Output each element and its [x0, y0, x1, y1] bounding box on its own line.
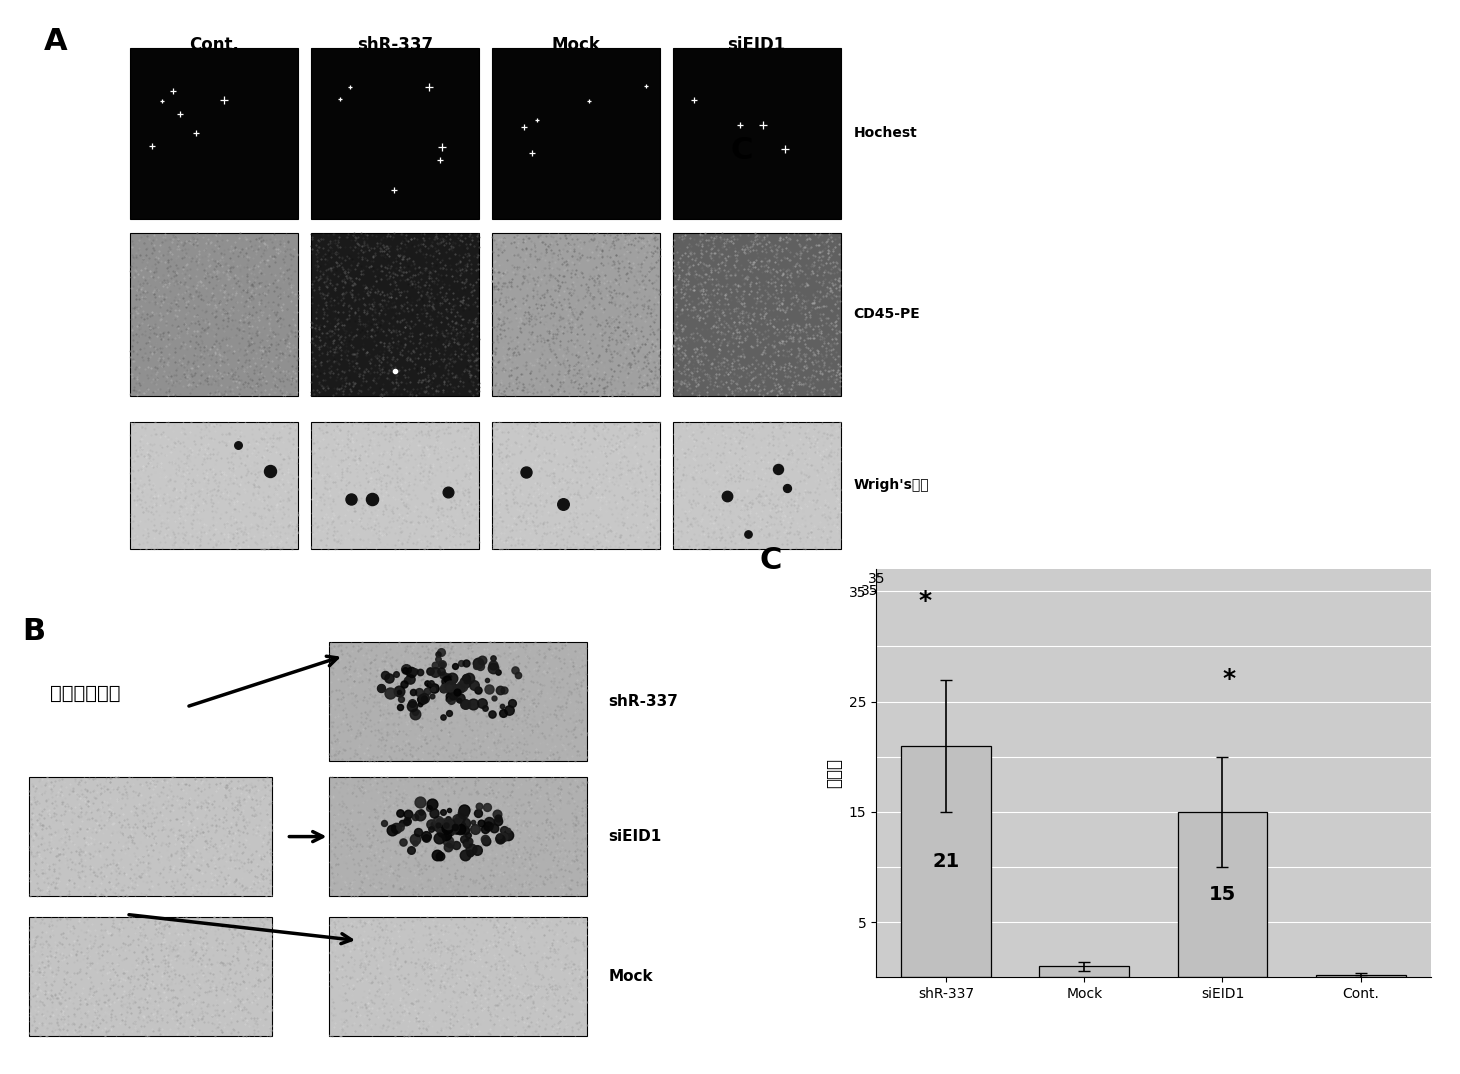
Text: siEID1: siEID1 — [609, 829, 661, 844]
Bar — [901, 745, 991, 977]
Text: 15: 15 — [1209, 885, 1237, 904]
Text: Mock: Mock — [552, 37, 600, 54]
Text: *: * — [918, 590, 931, 613]
Bar — [29, 916, 272, 1036]
Text: Wrigh's染色: Wrigh's染色 — [854, 478, 929, 493]
Text: Cont.: Cont. — [188, 37, 239, 54]
Bar — [673, 233, 841, 395]
Bar — [492, 233, 660, 395]
Bar — [673, 47, 841, 219]
Bar — [492, 422, 660, 549]
Text: A: A — [44, 27, 67, 56]
Bar — [29, 777, 272, 897]
Bar — [330, 641, 587, 761]
Text: C: C — [759, 546, 783, 575]
Text: shR-337: shR-337 — [356, 37, 432, 54]
Bar — [1040, 967, 1129, 977]
Text: *: * — [1223, 667, 1237, 691]
Bar — [130, 47, 298, 219]
Text: CD45-PE: CD45-PE — [854, 307, 920, 321]
Bar — [330, 777, 587, 897]
Text: shR-337: shR-337 — [609, 694, 679, 709]
Text: Hochest: Hochest — [854, 126, 917, 140]
Bar — [130, 422, 298, 549]
Bar — [330, 916, 587, 1036]
Bar — [1178, 812, 1267, 977]
Text: 间充质干细胞: 间充质干细胞 — [50, 684, 121, 702]
Bar — [311, 422, 479, 549]
Bar — [492, 47, 660, 219]
Text: C: C — [730, 135, 752, 165]
Bar — [311, 233, 479, 395]
Text: 21: 21 — [933, 852, 959, 871]
Bar — [673, 422, 841, 549]
Text: siEID1: siEID1 — [727, 37, 785, 54]
Bar — [130, 233, 298, 395]
Text: 35: 35 — [869, 571, 886, 585]
Y-axis label: 集落数: 集落数 — [825, 758, 842, 788]
Bar — [1315, 975, 1406, 977]
Text: Mock: Mock — [609, 969, 653, 984]
Text: 35: 35 — [861, 584, 879, 598]
Bar — [311, 47, 479, 219]
Text: B: B — [22, 616, 45, 645]
